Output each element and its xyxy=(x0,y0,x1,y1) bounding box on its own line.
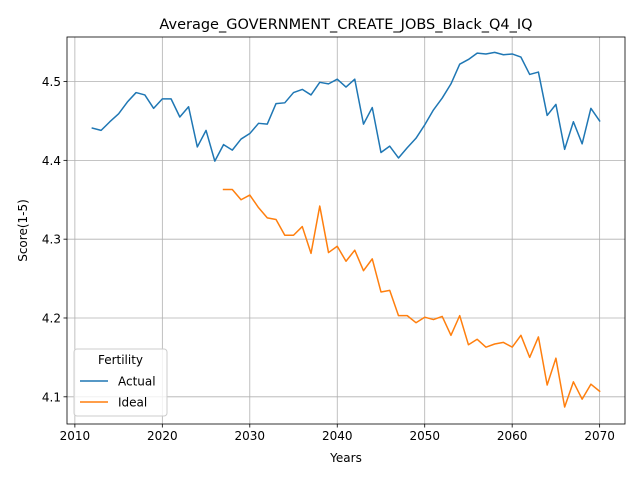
x-tick-label: 2070 xyxy=(584,429,615,443)
y-tick-label: 4.1 xyxy=(42,390,61,404)
x-tick-label: 2040 xyxy=(322,429,353,443)
y-axis-label: Score(1-5) xyxy=(16,199,30,262)
x-tick-label: 2020 xyxy=(147,429,178,443)
legend-label-actual: Actual xyxy=(118,375,156,389)
y-tick-label: 4.3 xyxy=(42,233,61,247)
x-axis-label: Years xyxy=(329,451,362,465)
x-tick-label: 2030 xyxy=(235,429,266,443)
legend: Fertility Actual Ideal xyxy=(74,349,167,416)
legend-label-ideal: Ideal xyxy=(118,396,147,410)
series-line-actual xyxy=(92,52,599,161)
series-layer xyxy=(92,52,599,407)
series-line-ideal xyxy=(224,190,600,408)
legend-title: Fertility xyxy=(98,353,143,367)
x-tick-label: 2010 xyxy=(60,429,91,443)
y-tick-label: 4.2 xyxy=(42,311,61,325)
y-tick-label: 4.5 xyxy=(42,75,61,89)
x-ticks: 2010 2020 2030 2040 2050 2060 2070 xyxy=(60,424,615,443)
x-tick-label: 2050 xyxy=(409,429,440,443)
x-tick-label: 2060 xyxy=(497,429,528,443)
y-ticks: 4.1 4.2 4.3 4.4 4.5 xyxy=(42,75,67,404)
y-tick-label: 4.4 xyxy=(42,154,61,168)
chart-title: Average_GOVERNMENT_CREATE_JOBS_Black_Q4_… xyxy=(159,17,532,33)
